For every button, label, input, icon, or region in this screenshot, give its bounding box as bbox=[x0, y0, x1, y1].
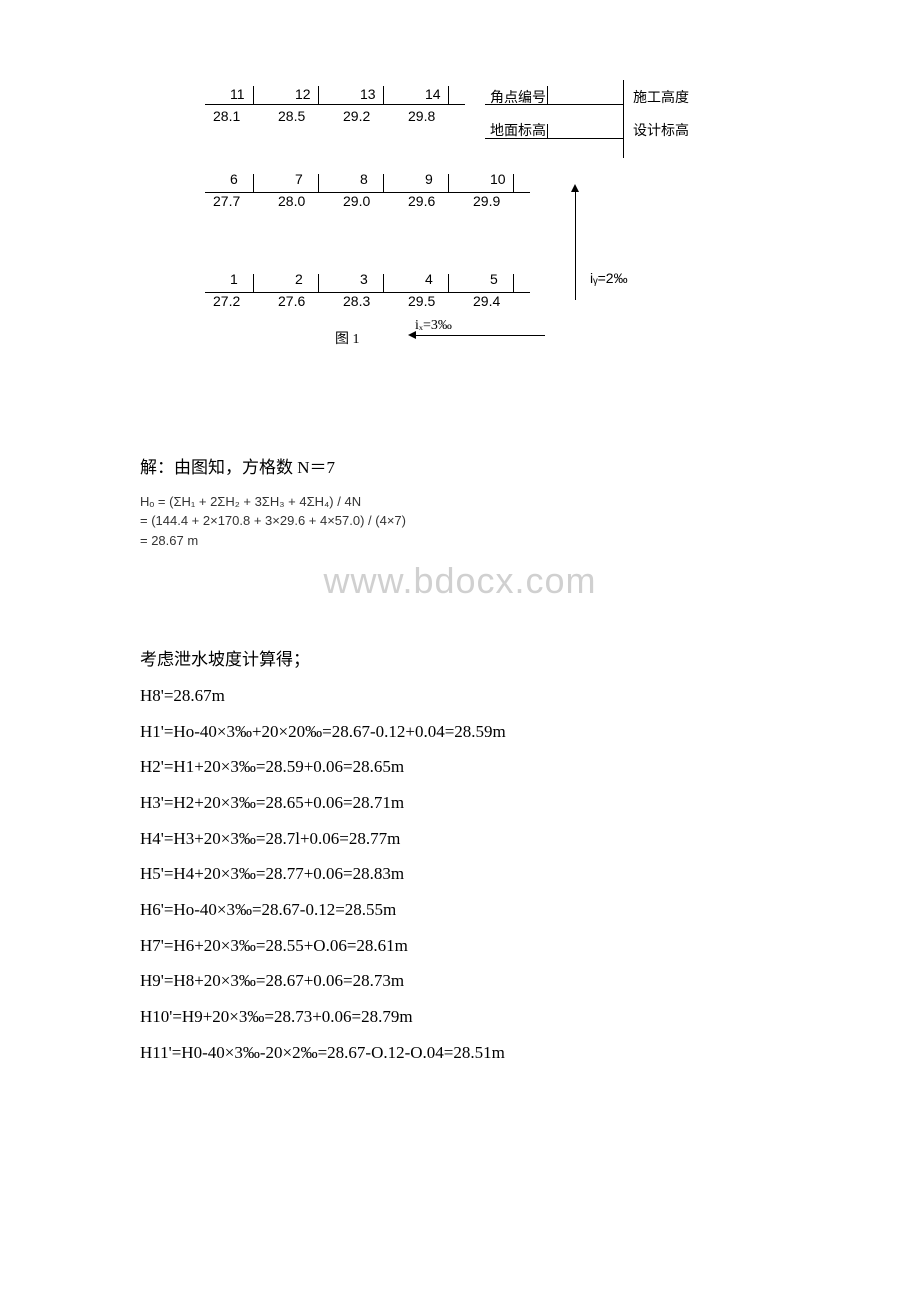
ix-label: iₓ=3‰ bbox=[415, 318, 452, 334]
legend-design-elev: 设计标高 bbox=[633, 120, 689, 140]
result-line: H10'=H9+20×3‰=28.73+0.06=28.79m bbox=[140, 999, 780, 1035]
grid-point-elev: 29.0 bbox=[343, 193, 370, 209]
ix-arrow-line bbox=[415, 335, 545, 336]
iy-label: iᵧ=2‰ bbox=[590, 270, 628, 286]
legend-vline bbox=[547, 86, 548, 104]
grid-point-elev: 29.8 bbox=[408, 108, 435, 124]
result-line: H7'=H6+20×3‰=28.55+O.06=28.61m bbox=[140, 928, 780, 964]
figure-caption: 图 1 bbox=[335, 328, 360, 348]
grid-point-num: 14 bbox=[425, 86, 441, 102]
slope-heading: 考虑泄水坡度计算得； bbox=[140, 642, 780, 678]
grid-vline bbox=[448, 274, 449, 292]
legend-vline bbox=[547, 124, 548, 138]
grid-point-num: 1 bbox=[230, 271, 238, 287]
solution-intro: 解：由图知，方格数 N＝7 bbox=[140, 450, 780, 486]
grid-point-num: 2 bbox=[295, 271, 303, 287]
grid-vline bbox=[318, 274, 319, 292]
result-line: H9'=H8+20×3‰=28.67+0.06=28.73m bbox=[140, 963, 780, 999]
grid-vline bbox=[253, 174, 254, 192]
grid-vline bbox=[448, 174, 449, 192]
grid-point-elev: 29.2 bbox=[343, 108, 370, 124]
grid-point-elev: 29.9 bbox=[473, 193, 500, 209]
legend-vline bbox=[623, 80, 624, 158]
grid-point-num: 13 bbox=[360, 86, 376, 102]
grid-point-num: 11 bbox=[230, 86, 245, 102]
grid-point-elev: 28.5 bbox=[278, 108, 305, 124]
grid-point-num: 8 bbox=[360, 171, 368, 187]
grid-vline bbox=[513, 174, 514, 192]
result-line: H6'=Ho-40×3‰=28.67-0.12=28.55m bbox=[140, 892, 780, 928]
grid-point-num: 5 bbox=[490, 271, 498, 287]
grid-diagram: 1128.11228.51329.21429.8627.7728.0829.09… bbox=[205, 80, 715, 390]
iy-arrow-line bbox=[575, 190, 576, 300]
result-line: H3'=H2+20×3‰=28.65+0.06=28.71m bbox=[140, 785, 780, 821]
grid-point-elev: 27.6 bbox=[278, 293, 305, 309]
grid-point-elev: 28.1 bbox=[213, 108, 240, 124]
grid-vline bbox=[383, 274, 384, 292]
watermark: www.bdocx.com bbox=[140, 560, 780, 602]
iy-arrow-head bbox=[571, 184, 579, 192]
grid-point-num: 4 bbox=[425, 271, 433, 287]
grid-point-num: 7 bbox=[295, 171, 303, 187]
result-line: H5'=H4+20×3‰=28.77+0.06=28.83m bbox=[140, 856, 780, 892]
grid-point-elev: 28.0 bbox=[278, 193, 305, 209]
formula-block: Hₒ = (ΣH₁ + 2ΣH₂ + 3ΣH₃ + 4ΣH₄) / 4N = (… bbox=[140, 492, 780, 551]
grid-vline bbox=[383, 174, 384, 192]
grid-hline bbox=[205, 104, 465, 105]
grid-point-elev: 27.7 bbox=[213, 193, 240, 209]
grid-point-elev: 29.4 bbox=[473, 293, 500, 309]
grid-point-elev: 29.6 bbox=[408, 193, 435, 209]
grid-vline bbox=[318, 174, 319, 192]
legend-corner-label: 角点编号 bbox=[490, 87, 546, 107]
result-line: H2'=H1+20×3‰=28.59+0.06=28.65m bbox=[140, 749, 780, 785]
result-line: H1'=Ho-40×3‰+20×20‰=28.67-0.12+0.04=28.5… bbox=[140, 714, 780, 750]
grid-vline bbox=[383, 86, 384, 104]
grid-point-num: 3 bbox=[360, 271, 368, 287]
result-line: H11'=H0-40×3‰-20×2‰=28.67-O.12-O.04=28.5… bbox=[140, 1035, 780, 1071]
grid-point-num: 10 bbox=[490, 171, 506, 187]
formula-line-2: = (144.4 + 2×170.8 + 3×29.6 + 4×57.0) / … bbox=[140, 511, 780, 531]
grid-point-num: 12 bbox=[295, 86, 311, 102]
grid-point-elev: 27.2 bbox=[213, 293, 240, 309]
grid-vline bbox=[448, 86, 449, 104]
grid-vline bbox=[253, 274, 254, 292]
grid-point-elev: 29.5 bbox=[408, 293, 435, 309]
legend-construction-height: 施工高度 bbox=[633, 87, 689, 107]
result-line: H8'=28.67m bbox=[140, 678, 780, 714]
grid-point-num: 6 bbox=[230, 171, 238, 187]
grid-point-elev: 28.3 bbox=[343, 293, 370, 309]
formula-line-3: = 28.67 m bbox=[140, 531, 780, 551]
grid-vline bbox=[513, 274, 514, 292]
legend-ground-elev: 地面标高 bbox=[490, 120, 546, 140]
results-block: 考虑泄水坡度计算得； H8'=28.67mH1'=Ho-40×3‰+20×20‰… bbox=[140, 642, 780, 1070]
grid-point-num: 9 bbox=[425, 171, 433, 187]
result-line: H4'=H3+20×3‰=28.7l+0.06=28.77m bbox=[140, 821, 780, 857]
formula-line-1: Hₒ = (ΣH₁ + 2ΣH₂ + 3ΣH₃ + 4ΣH₄) / 4N bbox=[140, 492, 780, 512]
solution-block: 解：由图知，方格数 N＝7 Hₒ = (ΣH₁ + 2ΣH₂ + 3ΣH₃ + … bbox=[140, 450, 780, 550]
grid-vline bbox=[253, 86, 254, 104]
grid-vline bbox=[318, 86, 319, 104]
